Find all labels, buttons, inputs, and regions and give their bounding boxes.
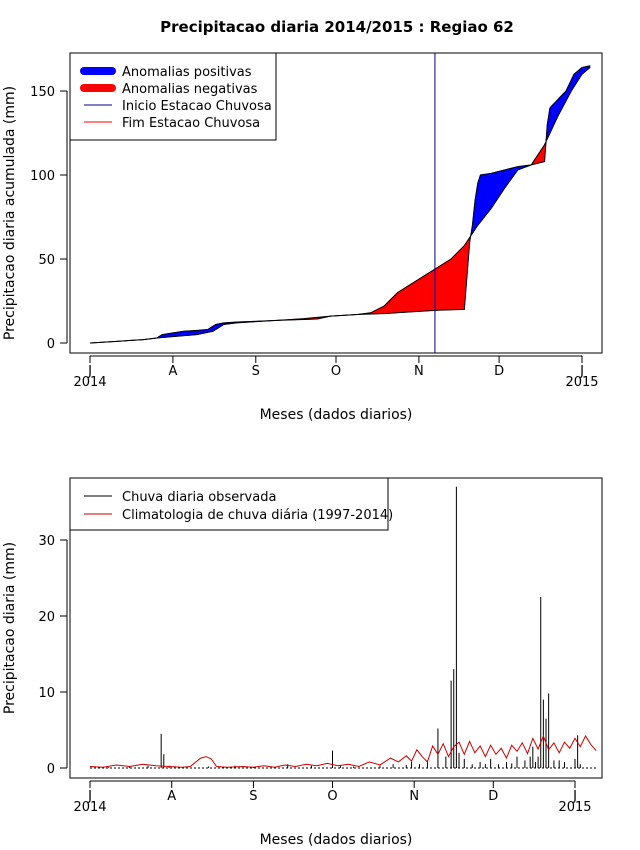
daily-y-tick-label: 10 [38, 686, 55, 701]
daily-year-label-start: 2014 [73, 800, 106, 815]
daily-year-label-end: 2015 [558, 800, 591, 815]
cumulative-x-tick-label: J [87, 364, 92, 379]
cumulative-x-tick-label: N [414, 364, 424, 379]
cumulative-x-axis-label: Meses (dados diarios) [260, 407, 413, 423]
cumulative-year-label-start: 2014 [73, 375, 106, 390]
daily-legend-label: Climatologia de chuva diária (1997-2014) [122, 508, 393, 523]
daily-x-tick-label: A [167, 789, 176, 804]
daily-legend: Chuva diaria observada Climatologia de ch… [69, 477, 393, 531]
daily-x-tick-label: N [409, 789, 419, 804]
cumulative-y-tick-label: 0 [47, 337, 55, 352]
daily-x-axis-label: Meses (dados diarios) [260, 832, 413, 848]
cumulative-x-tick-label: A [168, 364, 177, 379]
daily-legend-label: Chuva diaria observada [122, 490, 276, 505]
cumulative-x-tick-label: O [331, 364, 341, 379]
daily-legend-box [69, 477, 389, 531]
cumulative-legend-label: Anomalias negativas [122, 82, 258, 97]
daily-y-tick-label: 30 [38, 534, 55, 549]
daily-y-tick-label: 20 [38, 610, 55, 625]
cumulative-legend: Anomalias positivas Anomalias negativas In… [69, 52, 277, 141]
cumulative-plot-frame [69, 52, 603, 354]
daily-y-axis-label: Precipitacao diaria (mm) [2, 542, 18, 714]
daily-x-tick-label: S [249, 789, 257, 804]
cumulative-x-tick-label: J [579, 364, 584, 379]
daily-y-tick-label: 0 [47, 762, 55, 777]
cumulative-y-tick-label: 50 [38, 253, 55, 268]
cumulative-x-tick-label: D [494, 364, 504, 379]
daily-x-tick-label: J [87, 789, 92, 804]
cumulative-year-label-end: 2015 [565, 375, 598, 390]
cumulative-legend-label: Anomalias positivas [122, 65, 252, 80]
climatology-cumulative-line [89, 67, 591, 344]
cumulative-legend-label: Inicio Estacao Chuvosa [122, 99, 272, 114]
cumulative-y-axis-label: Precipitacao diaria acumulada (mm) [2, 86, 18, 340]
daily-x-tick-label: J [572, 789, 577, 804]
cumulative-y-tick-label: 100 [30, 169, 55, 184]
daily-x-tick-label: D [488, 789, 498, 804]
chart-title: Precipitacao diaria 2014/2015 : Regiao 6… [160, 18, 514, 36]
cumulative-y-tick-label: 150 [30, 85, 55, 100]
climatology-daily-line [89, 734, 597, 768]
daily-x-tick-label: O [327, 789, 337, 804]
cumulative-legend-label: Fim Estacao Chuvosa [122, 116, 260, 131]
cumulative-x-tick-label: S [252, 364, 260, 379]
